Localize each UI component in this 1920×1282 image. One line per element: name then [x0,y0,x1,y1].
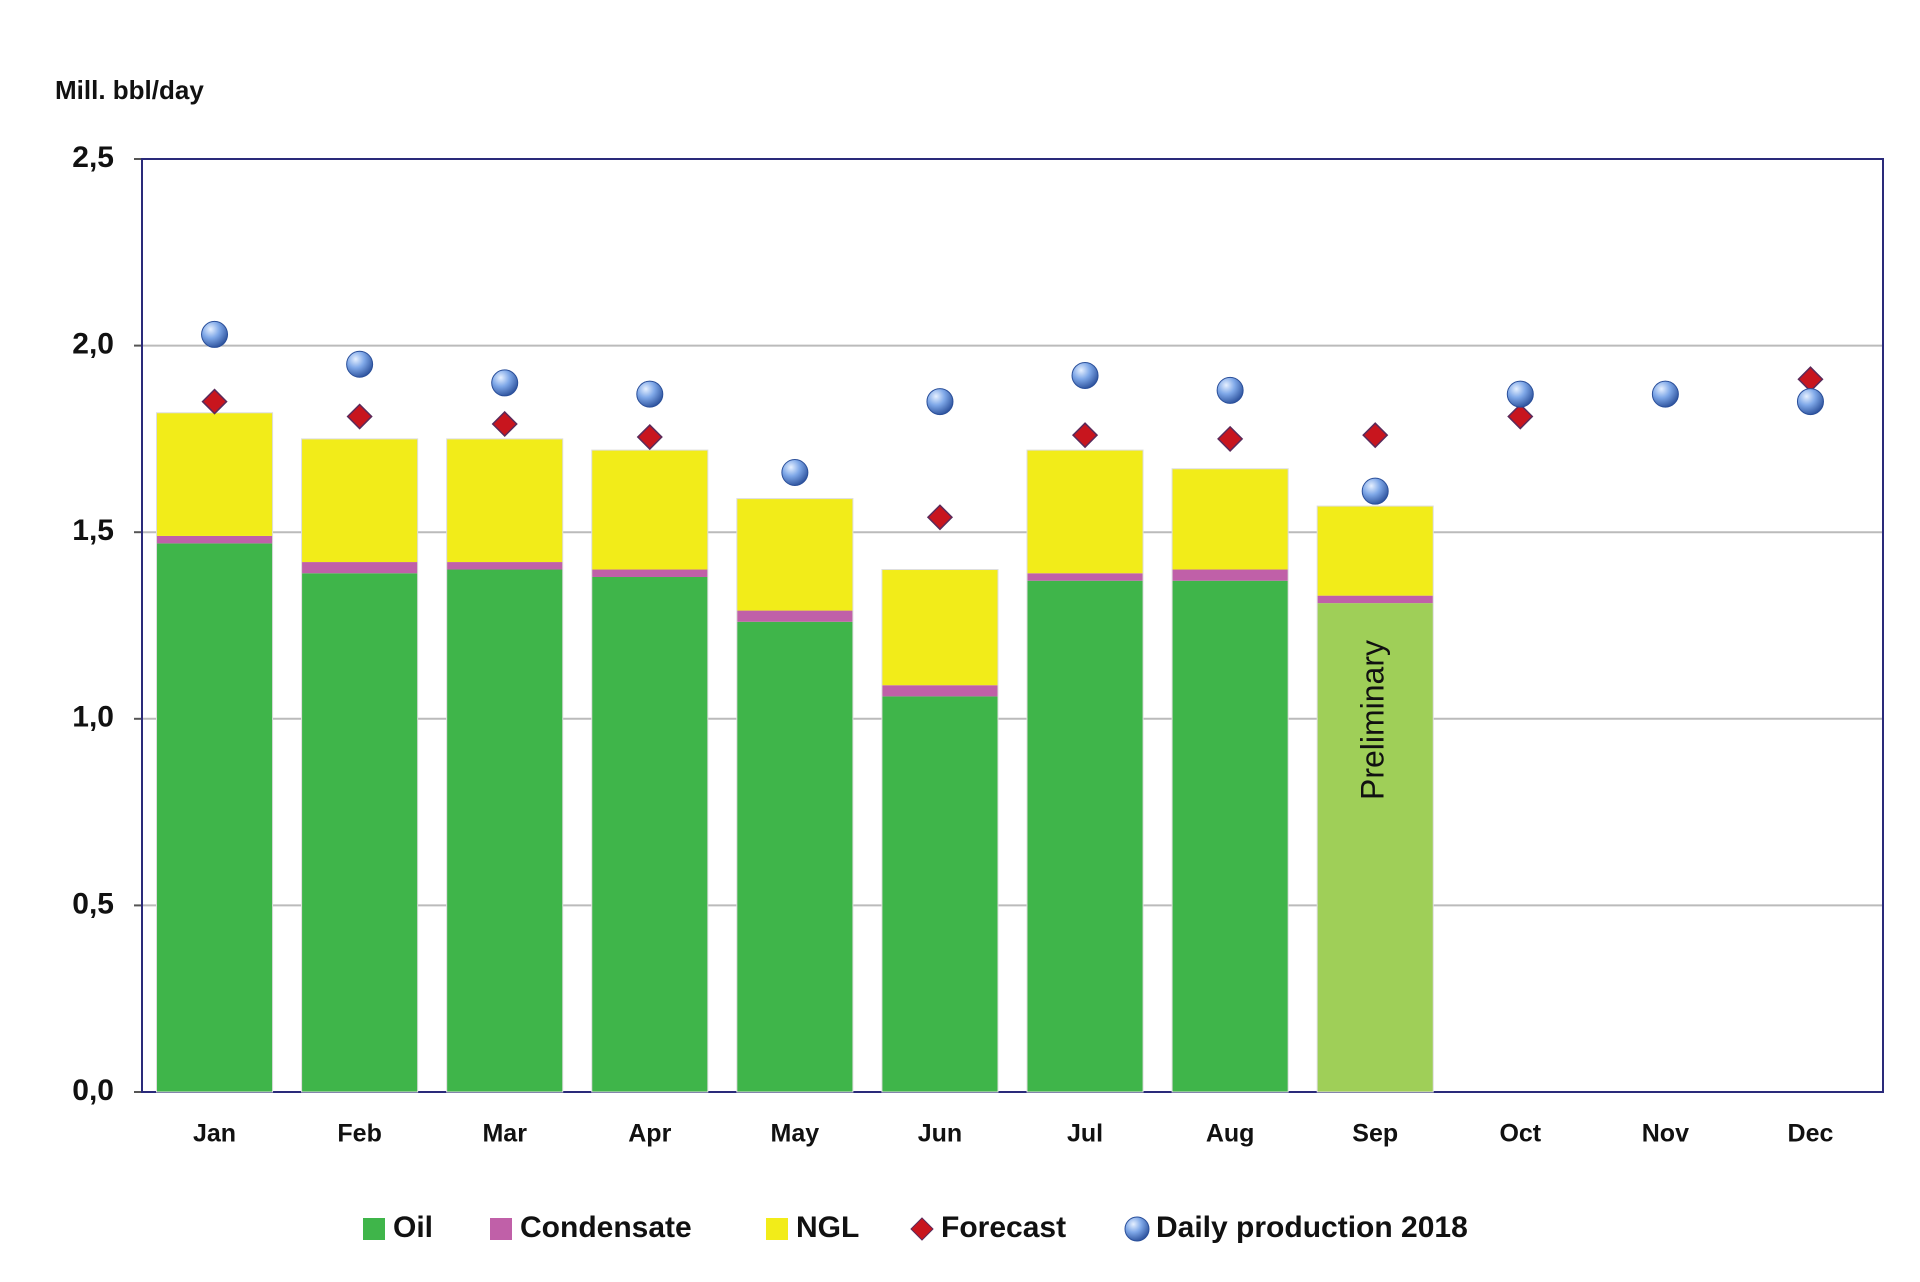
y-axis-label: Mill. bbl/day [55,75,204,105]
y-tick-label: 1,5 [72,514,114,547]
forecast-marker [636,423,663,451]
production-marker [636,380,664,408]
plot-frame [141,158,1884,1093]
bar-outline [1026,449,1144,1093]
bar-segment [156,412,273,536]
production-marker [346,350,374,378]
x-tick-label: Dec [1788,1120,1834,1148]
bar-outline [591,449,709,1093]
production-marker [1216,376,1244,404]
forecast-marker [1071,422,1099,449]
bar-segment [1027,450,1144,574]
bar-segment [1317,506,1434,596]
legend-label: NGL [796,1211,859,1244]
bar-outline [736,498,854,1093]
bar-segment [301,573,418,1092]
legend-label: Oil [393,1211,433,1244]
forecast-marker [1362,422,1389,449]
bar-segment [1172,569,1289,581]
bar-segment [1317,595,1434,604]
bar-segment [301,438,418,563]
bar-segment [736,621,853,1092]
y-tick-label: 2,0 [72,328,114,361]
y-tick-label: 2,5 [72,141,114,174]
production-marker [926,388,954,416]
legend-swatch [1124,1216,1150,1242]
y-tick-label: 0,5 [72,887,114,920]
legend-swatch [490,1218,512,1240]
forecast-marker [201,388,228,415]
y-tick-label: 0,0 [72,1074,114,1107]
production-marker [1651,380,1679,408]
bar-outline [446,438,564,1093]
x-tick-label: Nov [1642,1120,1689,1148]
forecast-marker [926,504,954,531]
legend-label: Condensate [520,1211,692,1244]
annotation: Preliminary [1355,640,1391,800]
bar-segment [1027,580,1144,1092]
x-tick-label: Apr [628,1120,671,1148]
legend-swatch [363,1218,385,1240]
bar-segment [446,569,563,1092]
bar-outline [1316,505,1434,1093]
forecast-marker [491,410,518,438]
production-marker [491,369,519,397]
production-marker [1796,388,1824,416]
bar-segment [446,562,563,570]
forecast-marker [1797,366,1824,393]
bar-segment [881,696,998,1092]
legend-label: Daily production 2018 [1156,1211,1468,1244]
production-marker [1071,361,1099,389]
bar-segment [1317,603,1434,1092]
bar-segment [446,438,563,563]
bar-outline [301,438,419,1093]
x-tick-label: Oct [1499,1120,1541,1148]
bar-segment [736,498,853,611]
forecast-marker [346,403,373,430]
bar-segment [591,569,708,577]
bar-segment [156,543,273,1092]
production-marker [201,320,229,348]
bar-outline [881,569,999,1093]
bar-outline [1171,468,1289,1093]
bar-segment [591,450,708,570]
x-tick-label: Jan [193,1120,236,1148]
legend-swatch [766,1218,788,1240]
production-marker [1506,380,1534,408]
production-marker [781,458,809,486]
bar-segment [881,685,998,697]
x-tick-label: Aug [1206,1120,1255,1148]
x-tick-label: May [771,1120,820,1148]
bar-segment [1027,573,1144,581]
forecast-marker [1507,403,1534,430]
forecast-marker [1217,425,1244,452]
bar-segment [881,569,998,686]
x-tick-label: Jun [918,1120,962,1148]
y-tick-label: 1,0 [72,701,114,734]
bar-segment [591,576,708,1092]
bar-segment [736,610,853,622]
x-tick-label: Sep [1352,1120,1398,1148]
x-tick-label: Mar [482,1120,527,1148]
x-tick-label: Jul [1067,1120,1103,1148]
legend-label: Forecast [941,1211,1066,1244]
bar-segment [301,562,418,574]
bar-segment [156,535,273,544]
production-marker [1361,477,1389,505]
bar-segment [1172,468,1289,570]
legend-swatch [910,1217,934,1241]
x-tick-label: Feb [337,1120,381,1148]
bar-segment [1172,580,1289,1092]
